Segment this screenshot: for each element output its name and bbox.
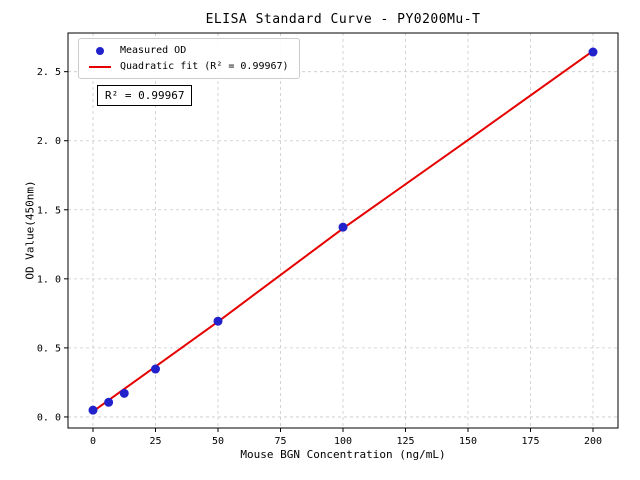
x-tick-label: 200 [584,436,602,447]
legend-entry-measured-od: Measured OD [89,45,289,56]
x-tick-label: 75 [274,436,286,447]
x-tick-label: 125 [396,436,414,447]
r-squared-annotation: R² = 0.99967 [97,85,193,106]
measured-od-point [213,316,223,326]
y-tick-label: 0. 0 [37,412,61,423]
y-tick-label: 1. 0 [37,274,61,285]
measured-od-point [338,222,348,232]
scatter-dot-marker-icon [96,46,104,55]
legend-entry-quadratic-fit: Quadratic fit (R² = 0.99967) [89,61,289,72]
measured-od-point [88,405,98,415]
measured-od-point [151,364,160,374]
legend-label-quadratic-fit: Quadratic fit (R² = 0.99967) [120,61,289,72]
y-tick-label: 2. 0 [37,136,61,147]
fit-line-marker-icon [89,65,111,68]
x-tick-label: 175 [521,436,539,447]
chart-title: ELISA Standard Curve - PY0200Mu-T [205,12,481,27]
y-tick-label: 1. 5 [37,205,61,216]
y-tick-label: 0. 5 [37,343,61,354]
x-tick-label: 25 [149,436,161,447]
measured-od-point [104,397,114,407]
x-tick-label: 100 [334,436,352,447]
y-tick-label: 2. 5 [37,67,61,78]
x-tick-label: 0 [90,436,96,447]
y-axis-label: OD Value(450nm) [23,180,37,280]
x-axis-label: Mouse BGN Concentration (ng/mL) [240,448,446,461]
legend-label-measured-od: Measured OD [120,45,187,56]
x-tick-label: 50 [212,436,224,447]
x-tick-label: 150 [459,436,477,447]
measured-od-point [119,388,129,398]
measured-od-point [588,47,598,57]
legend: Measured OD Quadratic fit (R² = 0.99967) [78,38,300,79]
